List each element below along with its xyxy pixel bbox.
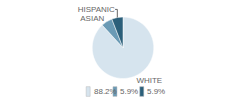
svg-text:5.9%: 5.9% (120, 87, 138, 96)
svg-text:5.9%: 5.9% (147, 87, 165, 96)
svg-text:HISPANIC: HISPANIC (78, 5, 115, 14)
svg-text:ASIAN: ASIAN (80, 14, 104, 23)
svg-text:88.2%: 88.2% (94, 87, 117, 96)
svg-text:WHITE: WHITE (136, 76, 162, 85)
